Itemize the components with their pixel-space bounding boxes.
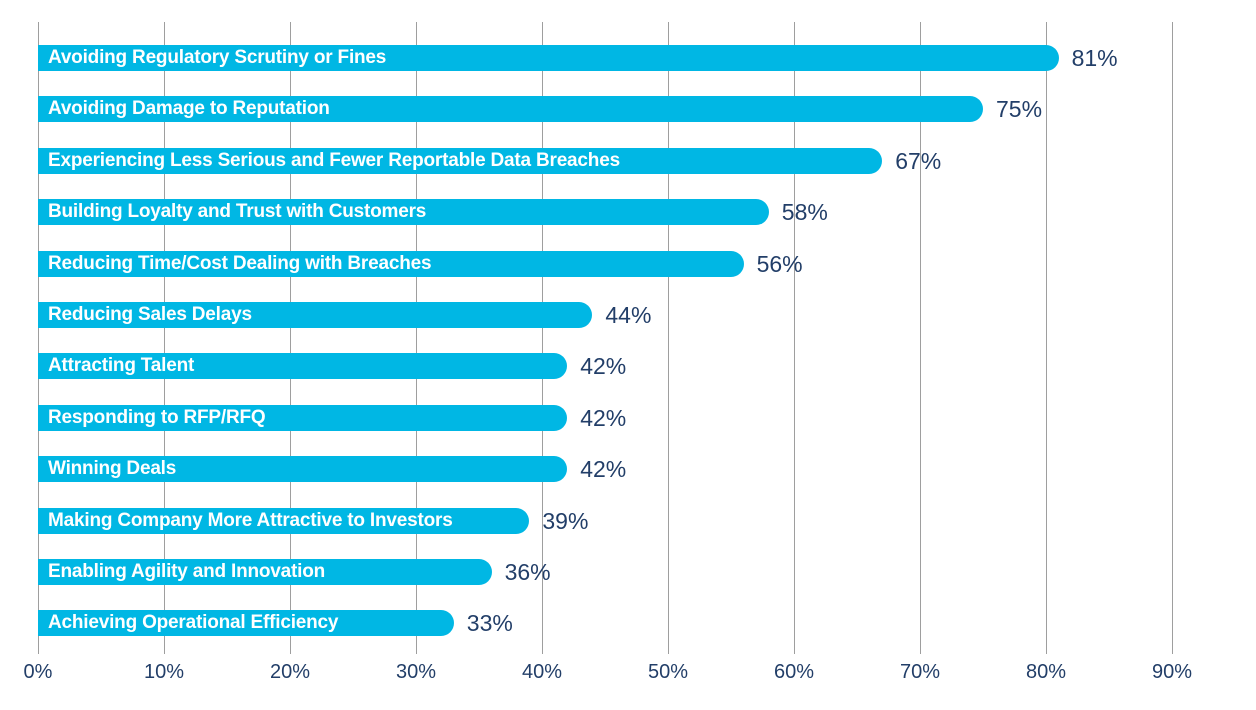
bar: Reducing Sales Delays: [38, 302, 593, 328]
x-axis-tick-label: 50%: [647, 661, 689, 683]
gridline: [290, 22, 291, 654]
bar-category-label: Responding to RFP/RFQ: [48, 406, 266, 428]
bar-category-label: Building Loyalty and Trust with Customer…: [48, 201, 427, 223]
bar-value-label: 33%: [466, 610, 513, 637]
bar: Building Loyalty and Trust with Customer…: [38, 199, 769, 226]
x-axis-tick-label: 90%: [1151, 661, 1193, 683]
bar-category-label: Winning Deals: [48, 458, 177, 480]
gridline: [1172, 22, 1173, 654]
x-axis-tick-label: 30%: [395, 661, 437, 683]
gridline: [920, 22, 921, 654]
bar-value-label: 42%: [580, 353, 627, 380]
bar: Avoiding Damage to Reputation: [38, 96, 983, 123]
bar: Enabling Agility and Innovation: [38, 559, 492, 585]
bar-value-label: 42%: [580, 404, 627, 431]
gridline: [38, 22, 39, 654]
bar: Avoiding Regulatory Scrutiny or Fines: [38, 45, 1059, 71]
bar-category-label: Attracting Talent: [48, 355, 195, 377]
gridline: [794, 22, 795, 654]
bar: Reducing Time/Cost Dealing with Breaches: [38, 250, 744, 277]
x-axis-tick-label: 80%: [1025, 661, 1067, 683]
x-axis-tick-label: 60%: [773, 661, 815, 683]
bar-value-label: 75%: [996, 96, 1043, 123]
x-axis-tick-label: 70%: [899, 661, 941, 683]
gridline: [668, 22, 669, 654]
bar-category-label: Reducing Time/Cost Dealing with Breaches: [48, 252, 432, 274]
x-axis-tick-label: 0%: [23, 661, 53, 683]
bar-category-label: Enabling Agility and Innovation: [48, 561, 326, 582]
bar: Responding to RFP/RFQ: [38, 404, 568, 431]
bar-value-label: 36%: [504, 559, 551, 585]
bar: Making Company More Attractive to Invest…: [38, 507, 530, 534]
gridline: [416, 22, 417, 654]
x-axis-tick-label: 10%: [143, 661, 185, 683]
gridline: [542, 22, 543, 654]
bar-category-label: Making Company More Attractive to Invest…: [48, 509, 453, 531]
x-axis-tick-label: 40%: [521, 661, 563, 683]
bar-value-label: 67%: [895, 147, 942, 174]
bar-value-label: 44%: [605, 302, 652, 328]
bar-category-label: Achieving Operational Efficiency: [48, 612, 339, 634]
bar: Winning Deals: [38, 456, 568, 483]
bar-value-label: 42%: [580, 456, 627, 483]
gridline: [1046, 22, 1047, 654]
bar-value-label: 58%: [781, 199, 828, 226]
bar-value-label: 56%: [756, 250, 803, 277]
bar-category-label: Experiencing Less Serious and Fewer Repo…: [48, 149, 620, 171]
bar: Attracting Talent: [38, 353, 568, 380]
bar-category-label: Avoiding Regulatory Scrutiny or Fines: [48, 47, 387, 68]
bar: Achieving Operational Efficiency: [38, 610, 454, 637]
bar-category-label: Avoiding Damage to Reputation: [48, 98, 330, 120]
x-axis-tick-label: 20%: [269, 661, 311, 683]
bar-value-label: 81%: [1071, 45, 1118, 71]
gridline: [164, 22, 165, 654]
bar: Experiencing Less Serious and Fewer Repo…: [38, 147, 883, 174]
bar-category-label: Reducing Sales Delays: [48, 304, 252, 325]
bar-value-label: 39%: [542, 507, 589, 534]
